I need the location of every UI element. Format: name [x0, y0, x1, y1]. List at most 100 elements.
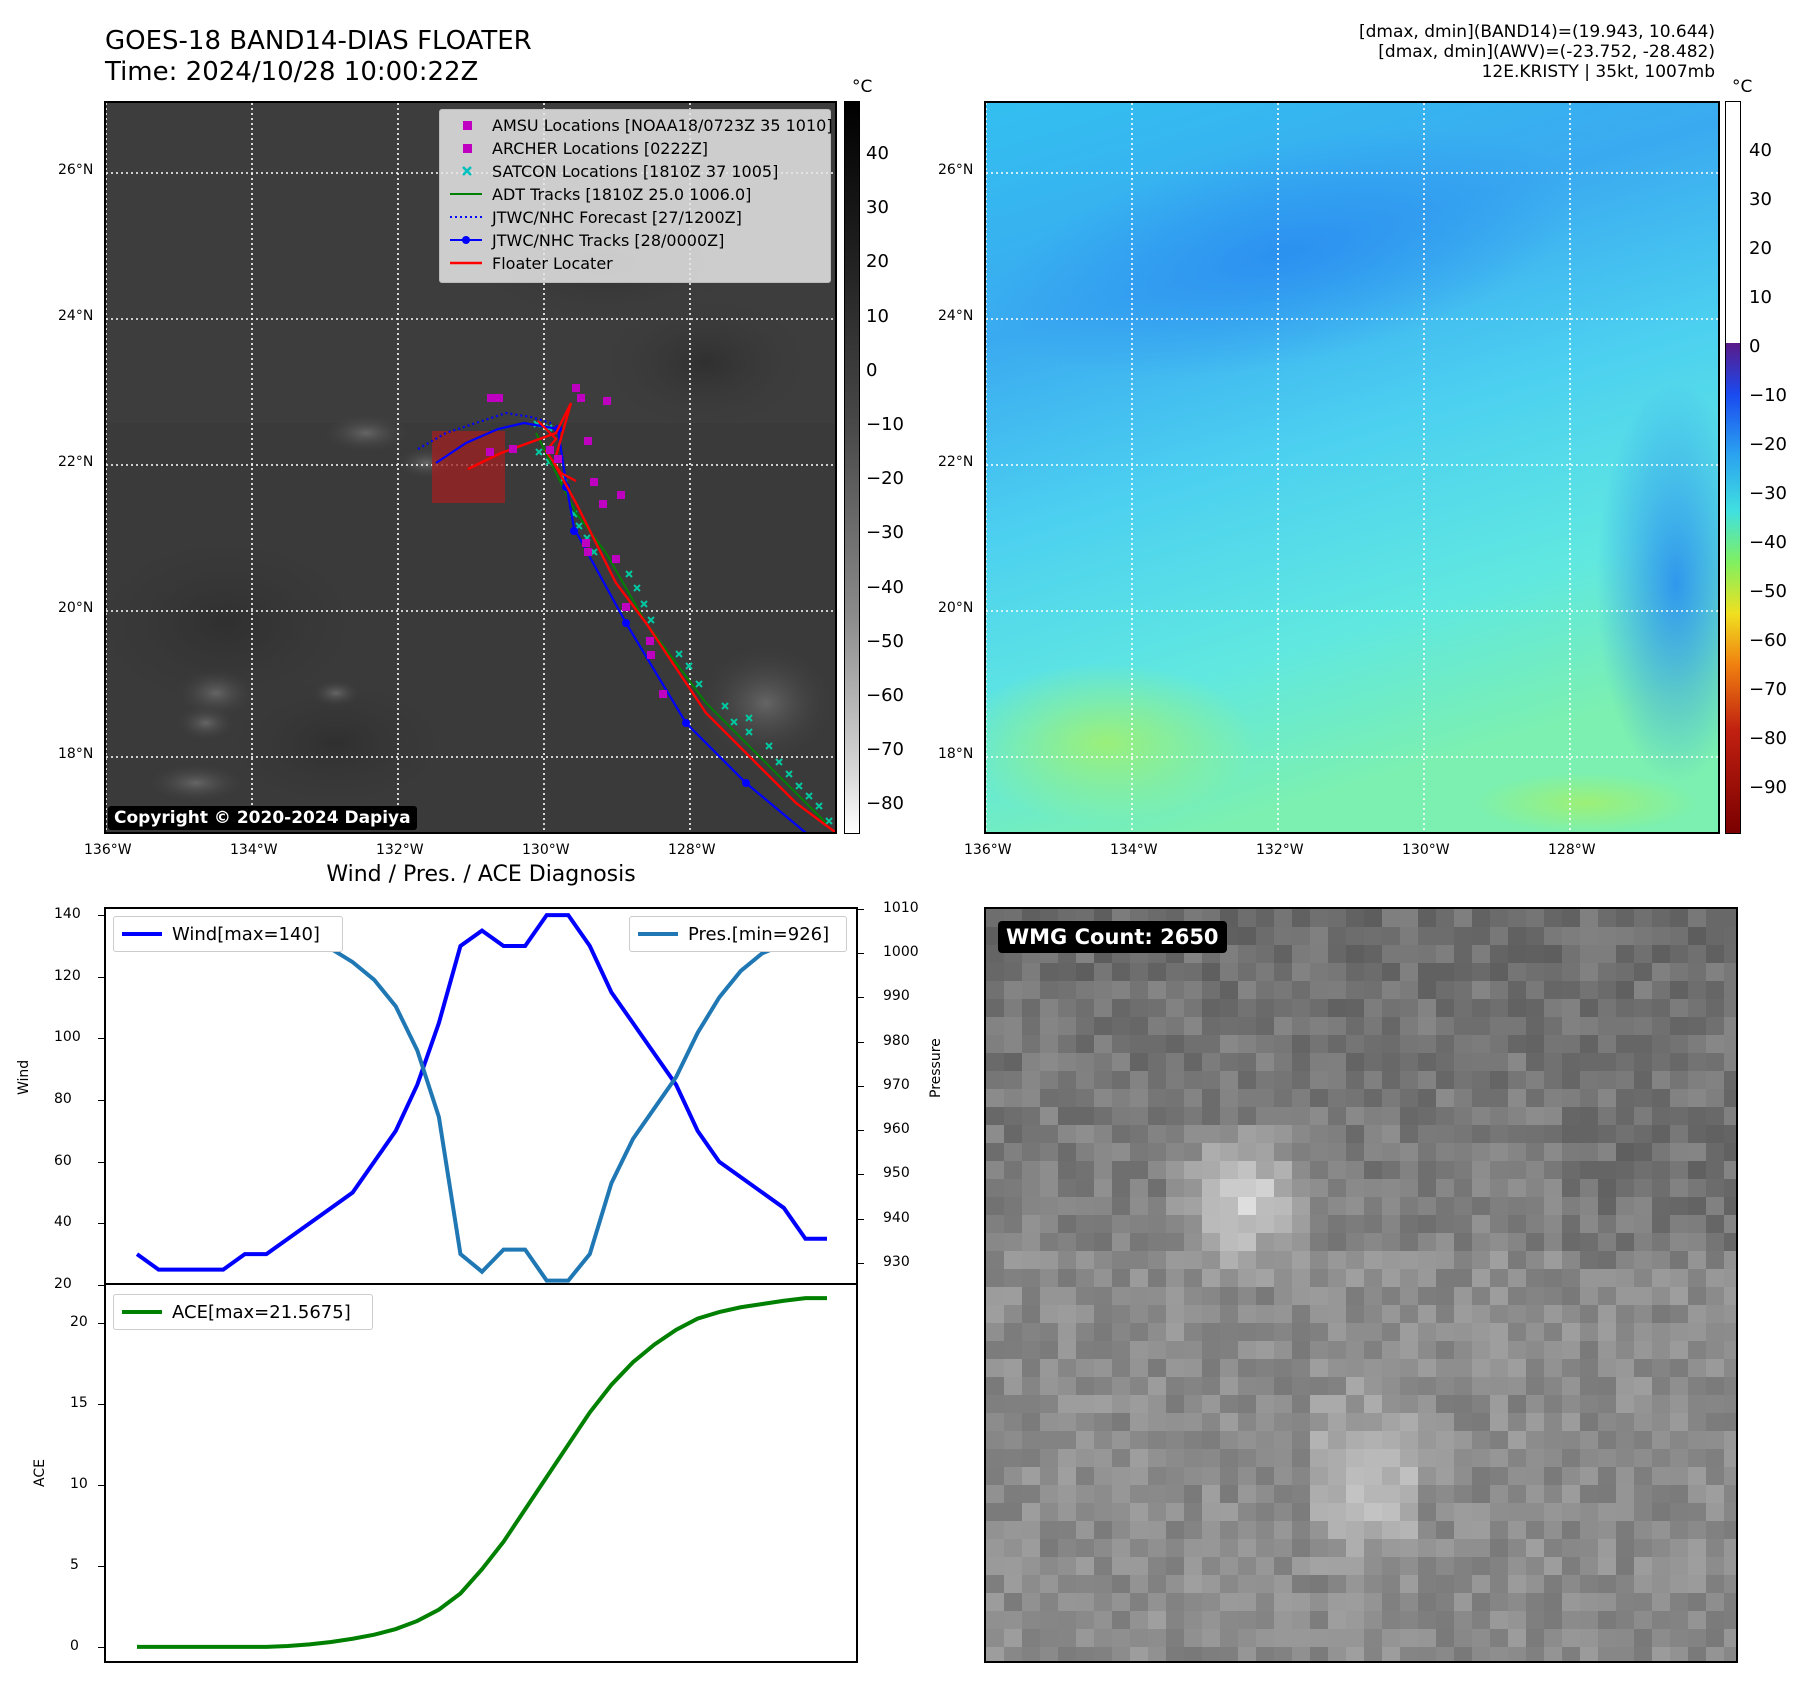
colorbar-gray-tick: −30 [866, 522, 904, 544]
wmg-image [986, 909, 1736, 1661]
pressure-ytick-mark [858, 909, 864, 910]
colorbar-gray [844, 101, 860, 834]
ace-ytick-mark [98, 1646, 104, 1648]
pressure-ytick-label: 1000 [883, 944, 919, 961]
pressure-ytick-mark [858, 1262, 864, 1264]
colorbar-gray-tick: −20 [866, 468, 904, 490]
colorbar-awv-tick: 30 [1749, 189, 1772, 210]
wind-ytick-label: 140 [54, 906, 81, 923]
pressure-ytick-label: 950 [883, 1165, 910, 1182]
page-title: GOES-18 BAND14-DIAS FLOATER [105, 26, 532, 56]
wind-series-line [135, 913, 827, 1272]
pressure-ytick-label: 980 [883, 1032, 910, 1049]
colorbar-gray-tick: 10 [866, 305, 889, 327]
info-awv: [dmax, dmin](AWV)=(-23.752, -28.482) [1378, 42, 1715, 62]
ir-map: AMSU Locations [NOAA18/0723Z 35 1010] AR… [104, 101, 837, 834]
pressure-axis-label: Pressure [928, 1038, 944, 1098]
map2-lat-label: 18°N [938, 746, 974, 762]
awv-map [984, 101, 1720, 834]
wind-ytick-label: 60 [54, 1152, 72, 1169]
pressure-ytick-label: 1010 [883, 900, 919, 916]
wind-ytick-mark [98, 976, 104, 978]
map1-lat-label: 18°N [58, 746, 94, 762]
wind-ytick-label: 20 [54, 1276, 72, 1292]
pressure-ytick-label: 970 [883, 1076, 910, 1093]
map1-lon-label: 128°W [668, 842, 716, 858]
info-storm: 12E.KRISTY | 35kt, 1007mb [1481, 62, 1715, 82]
colorbar-gray-tick: 40 [866, 143, 889, 164]
wmg-panel: WMG Count: 2650 [984, 907, 1738, 1663]
wind-ytick-mark [98, 1161, 104, 1163]
wmg-count-badge: WMG Count: 2650 [998, 921, 1227, 953]
pressure-ytick-mark [858, 1130, 864, 1132]
colorbar-awv-tick: 20 [1749, 238, 1772, 259]
wind-ytick-mark [98, 1285, 104, 1286]
map2-lat-label: 22°N [938, 454, 974, 470]
ace-ytick-label: 0 [70, 1637, 79, 1654]
pressure-ytick-mark [858, 953, 864, 955]
ace-ytick-mark [98, 1485, 104, 1487]
ace-legend-swatch [122, 1310, 162, 1314]
map1-lon-label: 134°W [230, 842, 278, 858]
map2-lon-label: 130°W [1402, 842, 1450, 858]
copyright-badge: Copyright © 2020-2024 Dapiya [108, 806, 417, 830]
colorbar-gray-unit: °C [852, 77, 873, 97]
wind-ytick-label: 80 [54, 1091, 72, 1108]
map2-lon-label: 128°W [1548, 842, 1596, 858]
colorbar-gray-tick: 30 [866, 197, 889, 219]
wind-ytick-mark [98, 1223, 104, 1225]
pressure-ytick-label: 940 [883, 1209, 910, 1226]
map1-lat-label: 22°N [58, 454, 94, 470]
pressure-legend-swatch [638, 932, 678, 936]
adt-track-line [535, 432, 827, 824]
colorbar-gray-tick: −50 [866, 630, 904, 652]
wind-ytick-label: 120 [54, 967, 81, 984]
ace-axis-label: ACE [32, 1459, 48, 1487]
info-block: [dmax, dmin](BAND14)=(19.943, 10.644) [d… [1359, 22, 1715, 82]
pressure-ytick-mark [858, 997, 864, 999]
colorbar-gray-tick: −80 [866, 793, 904, 815]
map1-lat-label: 20°N [58, 600, 94, 616]
wind-axis-label: Wind [16, 1059, 32, 1095]
timestamp: Time: 2024/10/28 10:00:22Z [105, 57, 479, 87]
ace-ytick-label: 20 [70, 1314, 88, 1331]
colorbar-awv-tick: −50 [1749, 581, 1787, 602]
wind-legend-swatch [122, 932, 162, 936]
map2-lat-label: 20°N [938, 600, 974, 616]
ace-ytick-mark [98, 1565, 104, 1567]
wind-legend-label: Wind[max=140] [172, 924, 320, 945]
colorbar-awv-tick: −30 [1749, 483, 1787, 504]
colorbar-awv-tick: −80 [1749, 728, 1787, 749]
map2-lon-label: 132°W [1256, 842, 1304, 858]
pressure-ytick-label: 960 [883, 1121, 910, 1138]
map1-lon-label: 130°W [522, 842, 570, 858]
ace-ytick-mark [98, 1323, 104, 1325]
map1-lat-label: 26°N [58, 162, 94, 178]
map2-lon-label: 134°W [1110, 842, 1158, 858]
colorbar-gray-tick: −60 [866, 685, 904, 706]
jtwc-forecast-line [417, 411, 552, 450]
pressure-legend: Pres.[min=926] [629, 916, 847, 952]
ace-legend-label: ACE[max=21.5675] [172, 1302, 351, 1323]
pressure-ytick-label: 930 [883, 1253, 910, 1270]
pressure-ytick-mark [858, 1218, 864, 1220]
pressure-legend-label: Pres.[min=926] [688, 924, 830, 945]
wind-ytick-mark [98, 915, 104, 917]
map1-lat-label: 24°N [58, 308, 94, 324]
info-band14: [dmax, dmin](BAND14)=(19.943, 10.644) [1358, 22, 1715, 42]
map1-lon-label: 132°W [376, 842, 424, 858]
wind-ytick-label: 40 [54, 1214, 72, 1231]
pressure-series-line [137, 929, 828, 1283]
map-legend: AMSU Locations [NOAA18/0723Z 35 1010] AR… [439, 109, 833, 283]
wind-legend: Wind[max=140] [113, 916, 343, 952]
colorbar-awv-tick: 0 [1749, 336, 1761, 357]
colorbar-awv-tick: −60 [1749, 630, 1787, 651]
colorbar-awv-tick: −20 [1749, 434, 1787, 455]
ace-chart [104, 1283, 858, 1663]
floater-track-line [467, 402, 835, 832]
chart-title: Wind / Pres. / ACE Diagnosis [326, 862, 636, 887]
wind-ytick-label: 100 [54, 1029, 81, 1046]
colorbar-awv-tick: 10 [1749, 287, 1772, 308]
colorbar-awv [1725, 101, 1741, 834]
ace-chart-frame [104, 1283, 858, 1663]
